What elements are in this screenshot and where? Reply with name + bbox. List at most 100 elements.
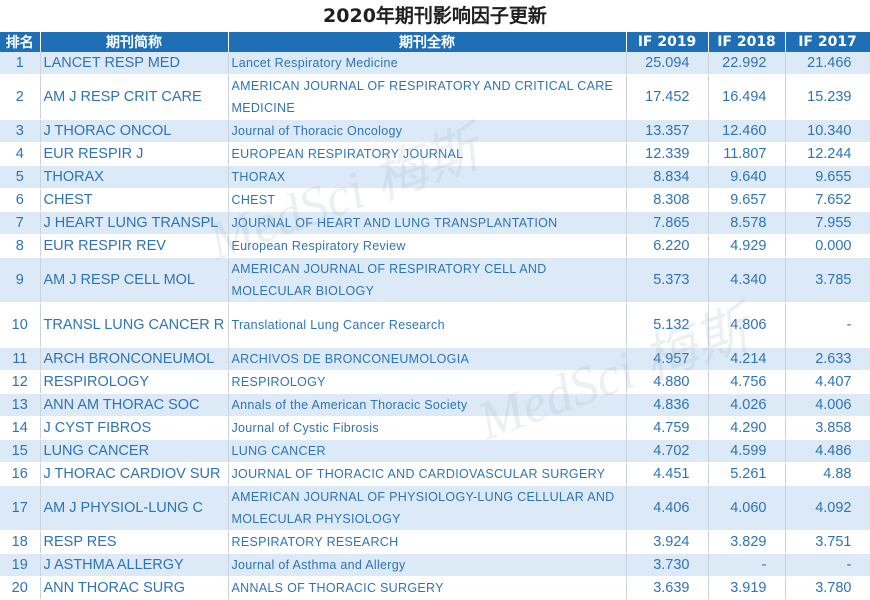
- table-row: 12 RESPIROLOGY RESPIROLOGY 4.880 4.756 4.407: [0, 370, 870, 394]
- full-name-cell: Lancet Respiratory Medicine: [228, 52, 627, 75]
- if2018-cell: 3.919: [708, 576, 786, 600]
- if2019-cell: 13.357: [626, 119, 709, 143]
- if2017-cell: 3.751: [785, 530, 870, 554]
- header-if2018: IF 2018: [708, 32, 786, 52]
- abbr-cell: J THORAC CARDIOV SUR: [40, 462, 229, 486]
- rank-cell: 4: [0, 142, 41, 166]
- if2017-cell: -: [785, 302, 870, 348]
- table-row: 6 CHEST CHEST 8.308 9.657 7.652: [0, 188, 870, 212]
- abbr-cell: RESPIROLOGY: [40, 370, 229, 394]
- table-row: 10 TRANSL LUNG CANCER R Translational Lung…: [0, 302, 870, 348]
- if2018-cell: 3.829: [708, 530, 786, 554]
- if2019-cell: 17.452: [626, 74, 709, 120]
- if2019-cell: 3.730: [626, 553, 709, 577]
- if2018-cell: -: [708, 553, 786, 577]
- if2017-cell: 3.780: [785, 576, 870, 600]
- if2018-cell: 4.214: [708, 347, 786, 371]
- rank-cell: 17: [0, 485, 41, 531]
- abbr-cell: ANN THORAC SURG: [40, 576, 229, 600]
- if2018-cell: 22.992: [708, 52, 786, 75]
- full-name-cell: LUNG CANCER: [228, 439, 627, 463]
- abbr-cell: EUR RESPIR J: [40, 142, 229, 166]
- if2017-cell: 7.955: [785, 211, 870, 235]
- rank-cell: 18: [0, 530, 41, 554]
- if2019-cell: 4.836: [626, 393, 709, 417]
- rank-cell: 10: [0, 302, 41, 348]
- header-abbr: 期刊简称: [40, 32, 229, 52]
- if2017-cell: 4.092: [785, 485, 870, 531]
- if2017-cell: -: [785, 553, 870, 577]
- abbr-cell: J THORAC ONCOL: [40, 119, 229, 143]
- full-name-cell: ARCHIVOS DE BRONCONEUMOLOGIA: [228, 347, 627, 371]
- rank-cell: 1: [0, 52, 41, 75]
- full-name-cell: JOURNAL OF HEART AND LUNG TRANSPLANTATIO…: [228, 211, 627, 235]
- if2018-cell: 8.578: [708, 211, 786, 235]
- full-name-cell: AMERICAN JOURNAL OF RESPIRATORY AND CRIT…: [228, 74, 627, 120]
- header-full: 期刊全称: [228, 32, 627, 52]
- if2019-cell: 7.865: [626, 211, 709, 235]
- if2018-cell: 9.640: [708, 165, 786, 189]
- table-row: 20 ANN THORAC SURG ANNALS OF THORACIC SURG…: [0, 576, 870, 600]
- full-name-cell: ANNALS OF THORACIC SURGERY: [228, 576, 627, 600]
- rank-cell: 6: [0, 188, 41, 212]
- if2017-cell: 4.407: [785, 370, 870, 394]
- rank-cell: 20: [0, 576, 41, 600]
- abbr-cell: ANN AM THORAC SOC: [40, 393, 229, 417]
- rank-cell: 2: [0, 74, 41, 120]
- rank-cell: 3: [0, 119, 41, 143]
- full-name-cell: European Respiratory Review: [228, 234, 627, 258]
- full-name-cell: EUROPEAN RESPIRATORY JOURNAL: [228, 142, 627, 166]
- abbr-cell: AM J RESP CELL MOL: [40, 257, 229, 303]
- if2019-cell: 8.308: [626, 188, 709, 212]
- full-name-cell: Journal of Cystic Fibrosis: [228, 416, 627, 440]
- abbr-cell: J ASTHMA ALLERGY: [40, 553, 229, 577]
- if2018-cell: 4.756: [708, 370, 786, 394]
- if2019-cell: 3.639: [626, 576, 709, 600]
- if2018-cell: 4.060: [708, 485, 786, 531]
- if2018-cell: 4.806: [708, 302, 786, 348]
- table-row: 1 LANCET RESP MED Lancet Respiratory Medic…: [0, 52, 870, 75]
- table-row: 5 THORAX THORAX 8.834 9.640 9.655: [0, 165, 870, 189]
- if2019-cell: 8.834: [626, 165, 709, 189]
- if2019-cell: 6.220: [626, 234, 709, 258]
- if2019-cell: 4.880: [626, 370, 709, 394]
- if2019-cell: 4.759: [626, 416, 709, 440]
- rank-cell: 19: [0, 553, 41, 577]
- header-rank: 排名: [0, 32, 41, 52]
- if2018-cell: 9.657: [708, 188, 786, 212]
- if2018-cell: 11.807: [708, 142, 786, 166]
- if2017-cell: 4.006: [785, 393, 870, 417]
- table-row: 13 ANN AM THORAC SOC Annals of the America…: [0, 393, 870, 417]
- full-name-cell: JOURNAL OF THORACIC AND CARDIOVASCULAR S…: [228, 462, 627, 486]
- if2019-cell: 5.373: [626, 257, 709, 303]
- if2019-cell: 5.132: [626, 302, 709, 348]
- journal-table: 排名 期刊简称 期刊全称 IF 2019 IF 2018 IF 2017 1 LA…: [0, 32, 870, 600]
- full-name-cell: THORAX: [228, 165, 627, 189]
- if2017-cell: 3.858: [785, 416, 870, 440]
- abbr-cell: ARCH BRONCONEUMOL: [40, 347, 229, 371]
- if2017-cell: 4.88: [785, 462, 870, 486]
- full-name-cell: Annals of the American Thoracic Society: [228, 393, 627, 417]
- if2017-cell: 3.785: [785, 257, 870, 303]
- full-name-cell: AMERICAN JOURNAL OF PHYSIOLOGY-LUNG CELL…: [228, 485, 627, 531]
- full-name-cell: AMERICAN JOURNAL OF RESPIRATORY CELL AND…: [228, 257, 627, 303]
- table-row: 19 J ASTHMA ALLERGY Journal of Asthma and …: [0, 553, 870, 577]
- if2017-cell: 15.239: [785, 74, 870, 120]
- if2018-cell: 5.261: [708, 462, 786, 486]
- table-row: 16 J THORAC CARDIOV SUR JOURNAL OF THORACI…: [0, 462, 870, 486]
- abbr-cell: CHEST: [40, 188, 229, 212]
- if2018-cell: 4.026: [708, 393, 786, 417]
- abbr-cell: LANCET RESP MED: [40, 52, 229, 75]
- if2019-cell: 3.924: [626, 530, 709, 554]
- rank-cell: 12: [0, 370, 41, 394]
- if2017-cell: 0.000: [785, 234, 870, 258]
- if2018-cell: 4.929: [708, 234, 786, 258]
- if2017-cell: 2.633: [785, 347, 870, 371]
- if2019-cell: 4.702: [626, 439, 709, 463]
- if2017-cell: 10.340: [785, 119, 870, 143]
- table-row: 9 AM J RESP CELL MOL AMERICAN JOURNAL OF R…: [0, 257, 870, 303]
- full-name-cell: Translational Lung Cancer Research: [228, 302, 627, 348]
- abbr-cell: EUR RESPIR REV: [40, 234, 229, 258]
- full-name-cell: CHEST: [228, 188, 627, 212]
